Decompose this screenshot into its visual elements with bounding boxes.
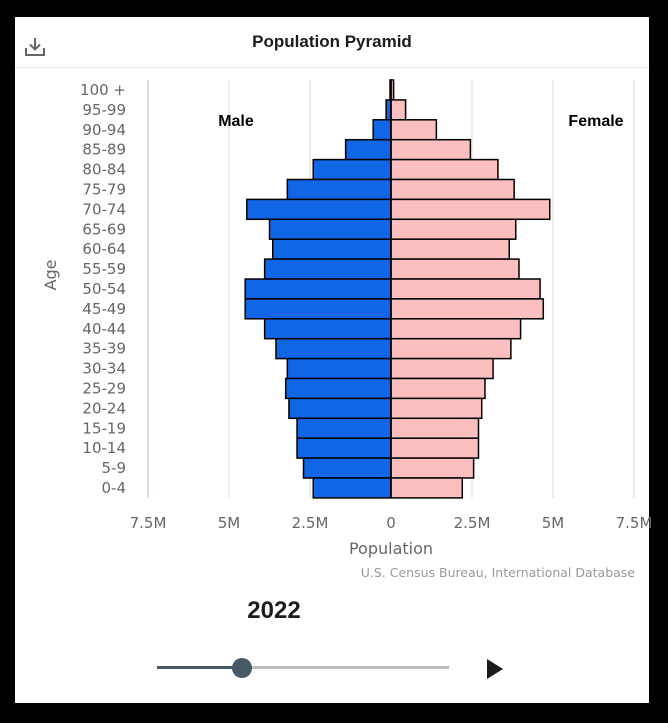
x-tick-label: 2.5M [292, 514, 329, 532]
y-tick-label: 85-89 [82, 141, 126, 159]
year-slider[interactable] [157, 658, 449, 678]
female-bar[interactable] [390, 278, 541, 300]
male-bar[interactable] [271, 238, 392, 260]
female-bar[interactable] [390, 377, 486, 400]
female-bar[interactable] [390, 99, 407, 121]
male-bar[interactable] [288, 397, 392, 420]
male-bar[interactable] [312, 477, 392, 499]
female-bar[interactable] [390, 337, 512, 360]
female-bar[interactable] [390, 258, 520, 280]
male-bar[interactable] [246, 198, 392, 221]
female-bar[interactable] [390, 238, 511, 260]
male-bar[interactable] [244, 298, 392, 320]
male-bar[interactable] [286, 178, 392, 201]
x-tick-label: 7.5M [130, 514, 167, 532]
y-tick-label: 90-94 [82, 121, 126, 139]
y-tick-label: 45-49 [82, 300, 126, 318]
slider-thumb[interactable] [231, 658, 252, 678]
y-axis-title: Age [41, 259, 60, 290]
male-bar[interactable] [296, 417, 392, 439]
male-bar[interactable] [344, 138, 392, 161]
y-tick-label: 20-24 [82, 399, 126, 417]
male-label: Male [218, 113, 254, 130]
female-bar[interactable] [390, 477, 464, 499]
female-bar[interactable] [390, 158, 499, 181]
play-icon [487, 659, 503, 679]
population-pyramid-card: Population Pyramid 100 + 95-99 90-94 85-89 8… [14, 16, 651, 704]
x-tick-label: 7.5M [616, 514, 651, 532]
female-bar[interactable] [390, 457, 475, 479]
female-label: Female [568, 113, 623, 130]
male-bar[interactable] [296, 437, 392, 459]
male-bar[interactable] [263, 318, 392, 340]
y-tick-label: 95-99 [82, 101, 126, 119]
y-tick-label: 5-9 [102, 459, 127, 477]
y-tick-label: 10-14 [82, 439, 126, 457]
x-tick-label: 5M [542, 514, 565, 532]
female-bar[interactable] [390, 437, 480, 459]
y-tick-label: 65-69 [82, 220, 126, 238]
y-tick-label: 60-64 [82, 240, 126, 258]
download-icon[interactable] [23, 35, 47, 59]
chart-title: Population Pyramid [252, 32, 412, 51]
male-bar[interactable] [268, 218, 392, 240]
y-tick-label: 55-59 [82, 260, 126, 278]
slider-fill [157, 666, 242, 669]
x-tick-label: 5M [218, 514, 241, 532]
y-tick-label: 25-29 [82, 379, 126, 397]
slider-track[interactable] [157, 666, 449, 669]
female-bar[interactable] [390, 218, 517, 240]
y-tick-label: 70-74 [82, 200, 126, 218]
female-bar[interactable] [390, 198, 551, 221]
y-tick-label: 75-79 [82, 180, 126, 198]
y-tick-label: 30-34 [82, 360, 126, 378]
y-tick-label: 80-84 [82, 161, 126, 179]
female-bar[interactable] [390, 318, 522, 340]
year-label: 2022 [247, 597, 301, 624]
male-bar[interactable] [302, 457, 392, 479]
y-tick-label: 40-44 [82, 320, 126, 338]
x-tick-label: 0 [386, 514, 396, 532]
female-bar[interactable] [390, 357, 494, 380]
female-bar[interactable] [390, 119, 438, 141]
male-bar[interactable] [286, 357, 392, 380]
female-bar[interactable] [390, 178, 515, 201]
male-bar[interactable] [284, 377, 392, 400]
y-tick-label: 15-19 [82, 419, 126, 437]
year-display-wrap: 2022 [15, 597, 651, 625]
y-tick-label: 100 + [80, 81, 126, 99]
male-bar[interactable] [263, 258, 392, 280]
y-tick-label: 35-39 [82, 340, 126, 358]
y-tick-label: 0-4 [102, 479, 127, 497]
male-bar[interactable] [275, 337, 392, 360]
female-bar[interactable] [390, 417, 480, 439]
male-bar[interactable] [244, 278, 392, 300]
source-credit: U.S. Census Bureau, International Databa… [361, 565, 636, 580]
x-tick-label: 2.5M [454, 514, 491, 532]
male-bar[interactable] [372, 119, 392, 141]
male-bar[interactable] [312, 158, 392, 181]
female-bar[interactable] [390, 138, 472, 161]
y-tick-label: 50-54 [82, 280, 126, 298]
x-axis-title: Population [349, 539, 433, 558]
play-button[interactable] [485, 658, 505, 680]
chart-header: Population Pyramid [15, 17, 649, 68]
female-bar[interactable] [390, 298, 545, 320]
female-bar[interactable] [390, 397, 483, 420]
